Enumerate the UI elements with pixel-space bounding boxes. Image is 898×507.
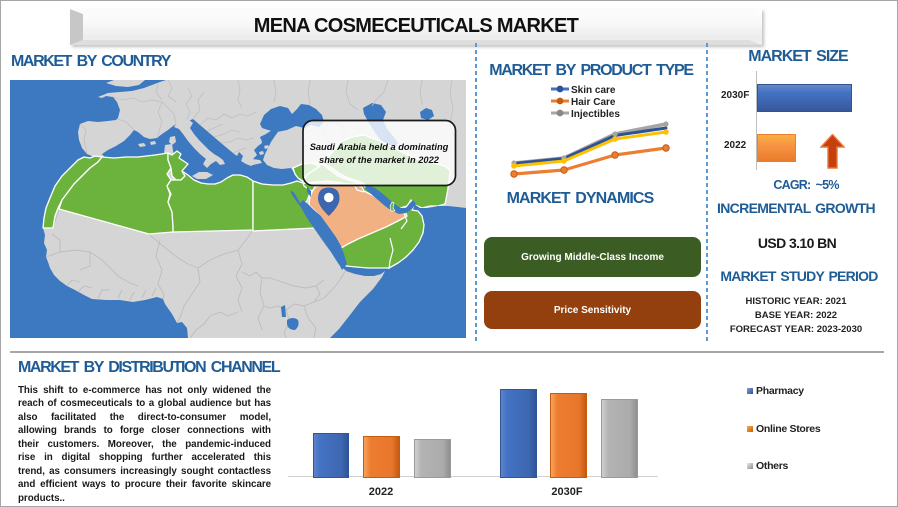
svg-text:Injectibles: Injectibles (571, 109, 620, 120)
svg-text:Saudi Arabia held a dominating: Saudi Arabia held a dominating (310, 142, 449, 152)
svg-text:Skin care: Skin care (571, 85, 616, 96)
svg-text:Hair Care: Hair Care (571, 97, 616, 108)
svg-text:share of the market in 2022: share of the market in 2022 (319, 155, 440, 165)
